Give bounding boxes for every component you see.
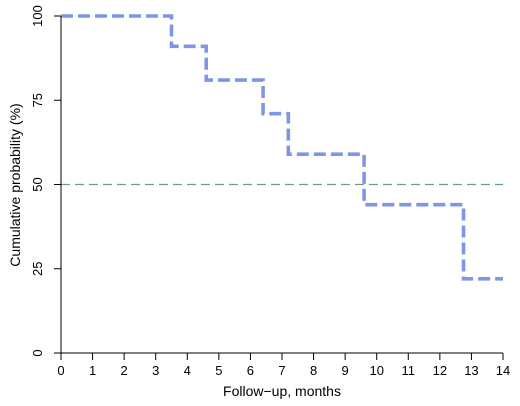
x-tick-label: 4: [184, 363, 191, 378]
y-tick-label: 100: [30, 5, 45, 27]
y-tick-label: 75: [30, 93, 45, 107]
x-tick-label: 1: [89, 363, 96, 378]
x-tick-label: 2: [121, 363, 128, 378]
x-axis-title: Follow−up, months: [223, 383, 341, 399]
x-tick-label: 0: [57, 363, 64, 378]
y-tick-label: 25: [30, 262, 45, 276]
x-tick-label: 7: [278, 363, 285, 378]
x-tick-label: 5: [215, 363, 222, 378]
plot-lines: [61, 14, 503, 281]
x-tick-label: 13: [464, 363, 478, 378]
y-tick-label: 50: [30, 177, 45, 191]
survival-step-line: [61, 14, 503, 281]
x-tick-label: 9: [342, 363, 349, 378]
x-tick-label: 12: [433, 363, 447, 378]
x-axis: 0 1 2 3 4 5 6 7 8 9 10 11 12 13 14: [57, 352, 510, 378]
x-tick-label: 8: [310, 363, 317, 378]
y-axis-title: Cumulative probability (%): [7, 103, 23, 266]
x-tick-label: 10: [369, 363, 383, 378]
y-tick-label: 0: [30, 349, 45, 356]
x-tick-label: 6: [247, 363, 254, 378]
x-tick-label: 11: [402, 363, 416, 378]
x-tick-label: 14: [496, 363, 510, 378]
y-axis: 0 25 50 75 100: [30, 5, 62, 357]
x-tick-label: 3: [152, 363, 159, 378]
